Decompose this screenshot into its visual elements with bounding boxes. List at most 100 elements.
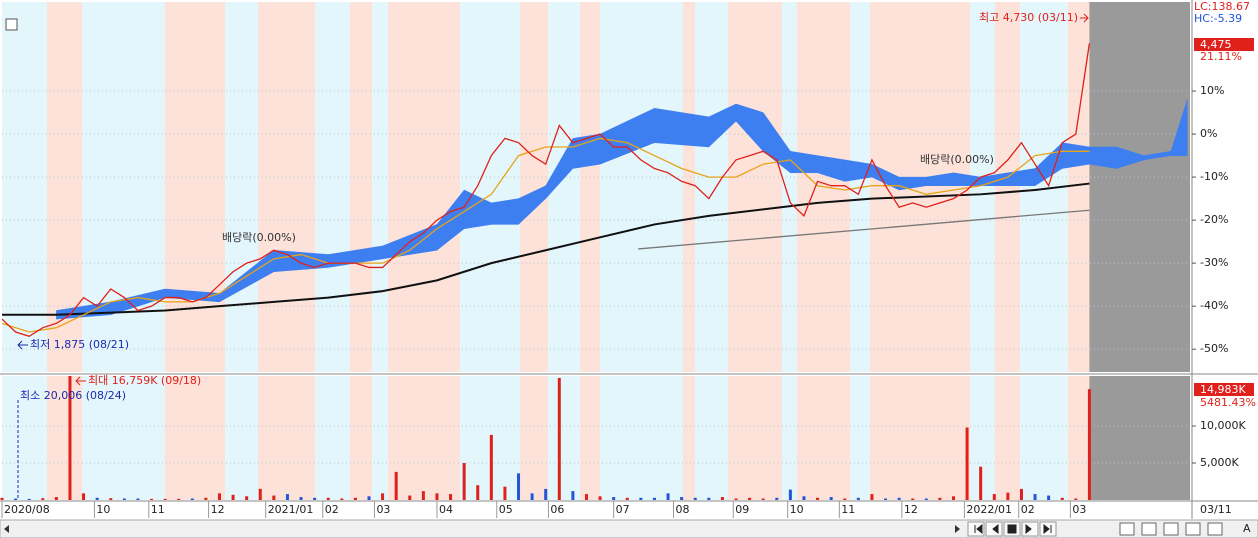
scrollbar[interactable] xyxy=(0,519,1258,538)
period-band xyxy=(695,376,728,500)
period-band xyxy=(870,2,970,372)
zoom-button[interactable] xyxy=(1185,522,1201,536)
volume-bar xyxy=(136,498,140,500)
volume-bar xyxy=(190,498,194,500)
arrow xyxy=(17,340,28,350)
volume-bar xyxy=(0,497,4,500)
volume-bar xyxy=(109,498,113,500)
volume-bar xyxy=(82,493,86,500)
volume-bar xyxy=(625,497,629,500)
x-tick-label: 09 xyxy=(735,503,749,516)
period-band xyxy=(797,376,850,500)
period-band xyxy=(315,2,350,372)
volume-bar xyxy=(163,498,167,500)
volume-bar xyxy=(204,497,208,500)
y-tick-label: 10,000K xyxy=(1200,419,1246,432)
period-band xyxy=(1020,376,1068,500)
zoom-button[interactable] xyxy=(1207,522,1223,536)
font-button[interactable]: A xyxy=(1243,522,1251,535)
volume-bar xyxy=(95,497,99,500)
volume-bar xyxy=(571,491,575,500)
last-date-label: 03/11 xyxy=(1200,503,1232,516)
period-band xyxy=(600,376,683,500)
volume-bar xyxy=(517,473,521,500)
volume-bar xyxy=(951,496,955,500)
volume-bar xyxy=(489,434,493,500)
volume-bar xyxy=(408,495,412,500)
volume-bar xyxy=(503,486,507,500)
x-tick-label: 11 xyxy=(151,503,165,516)
nav-icon xyxy=(1007,524,1017,534)
volume-bar xyxy=(150,498,154,500)
volume-bar xyxy=(530,493,534,500)
volume-bar xyxy=(992,494,996,500)
y-tick-label: 0% xyxy=(1200,127,1217,140)
volume-bar xyxy=(734,498,738,500)
period-band xyxy=(728,2,782,372)
volume-label: 14,983K xyxy=(1200,383,1246,396)
zoom-button[interactable] xyxy=(1163,522,1179,536)
volume-bar xyxy=(557,377,561,500)
volume-bar xyxy=(421,491,425,500)
x-tick-label: 10 xyxy=(96,503,110,516)
volume-bar xyxy=(979,466,983,500)
period-band xyxy=(1068,2,1090,372)
volume-bar xyxy=(476,485,480,500)
period-band xyxy=(695,2,728,372)
zoom-button[interactable] xyxy=(1119,522,1135,536)
volume-bar xyxy=(639,497,643,500)
period-band xyxy=(315,376,350,500)
nav-icon xyxy=(1025,523,1032,535)
volume-bar xyxy=(1019,488,1023,500)
volume-bar xyxy=(707,497,711,500)
volume-bar xyxy=(54,497,58,500)
x-tick-label: 04 xyxy=(439,503,453,516)
volume-bar xyxy=(435,493,439,500)
period-band xyxy=(683,2,695,372)
volume-bar xyxy=(1074,498,1078,500)
x-tick-label: 07 xyxy=(616,503,630,516)
price-line xyxy=(1,43,1091,338)
scroll-right[interactable] xyxy=(955,525,960,533)
volume-bar xyxy=(761,498,765,500)
zoom-button[interactable] xyxy=(1141,522,1157,536)
volume-change-label: 5481.43% xyxy=(1200,396,1256,409)
volume-bar xyxy=(788,489,792,500)
volume-bar xyxy=(177,498,181,500)
period-band xyxy=(47,376,82,500)
annotation: 최고 4,730 (03/11) xyxy=(979,11,1078,24)
volume-bar xyxy=(924,498,928,500)
y-tick-label: -20% xyxy=(1200,213,1228,226)
volume-bar xyxy=(353,497,357,500)
volume-bar xyxy=(1060,497,1064,500)
x-tick-label: 2021/01 xyxy=(268,503,314,516)
y-tick-label: -50% xyxy=(1200,342,1228,355)
volume-bar xyxy=(652,497,656,500)
x-tick-label: 11 xyxy=(841,503,855,516)
nav-button[interactable] xyxy=(967,521,985,537)
period-band xyxy=(995,2,1020,372)
volume-bar xyxy=(340,498,344,500)
volume-bar xyxy=(367,496,371,500)
volume-bar xyxy=(856,497,860,500)
volume-bar xyxy=(41,498,45,500)
volume-bar xyxy=(965,427,969,500)
x-tick-label: 03 xyxy=(376,503,390,516)
volume-bar xyxy=(666,493,670,500)
period-band xyxy=(258,2,315,372)
arrow xyxy=(1080,13,1089,23)
volume-bar xyxy=(449,494,453,500)
hc-label: HC:-5.39 xyxy=(1194,12,1242,25)
x-tick-label: 08 xyxy=(675,503,689,516)
volume-bar xyxy=(122,498,126,500)
scroll-left[interactable] xyxy=(4,525,9,533)
period-band xyxy=(2,376,47,500)
volume-bar xyxy=(775,497,779,500)
price-box xyxy=(1194,38,1254,51)
menu-icon xyxy=(5,18,18,31)
y-tick-label: 5,000K xyxy=(1200,456,1239,469)
annotation: 최저 1,875 (08/21) xyxy=(30,338,129,351)
annotation: 최대 16,759K (09/18) xyxy=(88,374,201,387)
period-band xyxy=(995,376,1020,500)
period-band xyxy=(372,376,388,500)
